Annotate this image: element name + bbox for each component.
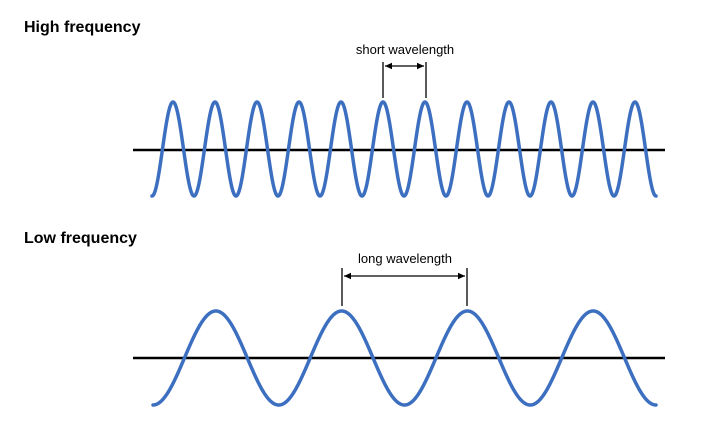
short-wavelength-label: short wavelength — [356, 42, 454, 57]
low-frequency-title: Low frequency — [24, 230, 137, 247]
high-frequency-wave — [150, 100, 658, 198]
high-frequency-panel: High frequency short wavelength — [24, 19, 665, 198]
high-frequency-title: High frequency — [24, 19, 141, 36]
low-frequency-panel: Low frequency long wavelength — [24, 230, 665, 407]
long-wavelength-label: long wavelength — [358, 251, 452, 266]
low-frequency-wave — [151, 309, 658, 407]
